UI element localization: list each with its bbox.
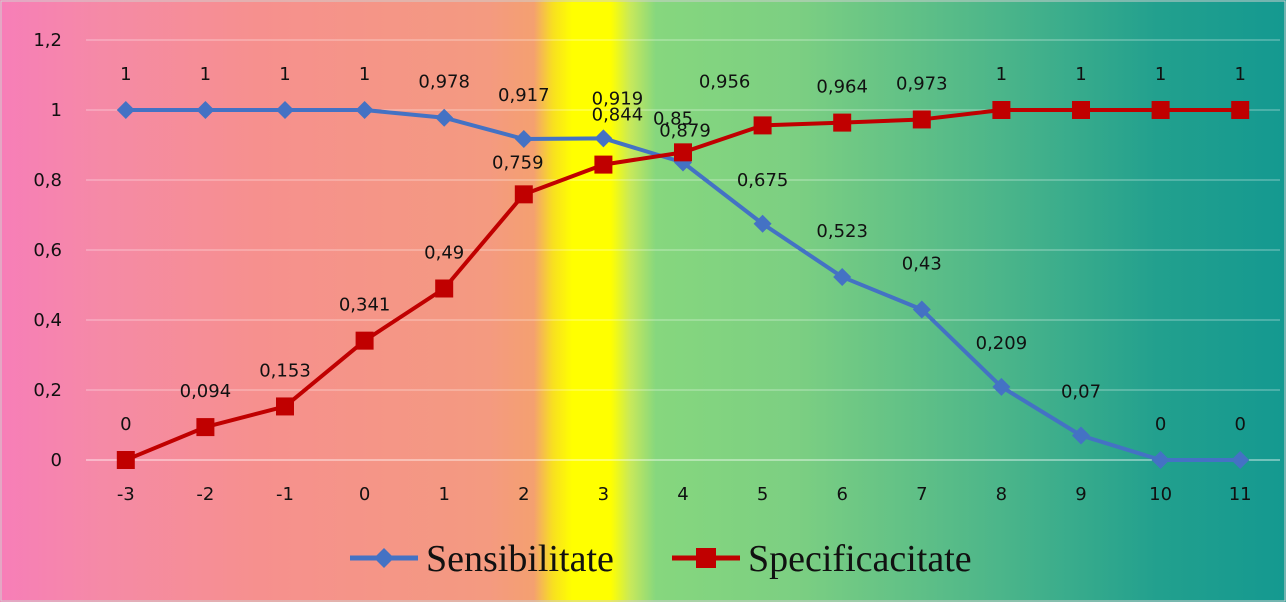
data-label-sensibilitate: 0,523 — [816, 221, 868, 242]
data-point-specificacitate — [992, 101, 1011, 119]
data-point-specificacitate — [912, 110, 931, 129]
data-point-specificacitate — [753, 116, 772, 135]
data-point-specificacitate — [514, 185, 533, 204]
y-tick-label: 0,8 — [33, 170, 62, 191]
data-point-sensibilitate — [833, 267, 852, 286]
data-point-sensibilitate — [753, 214, 772, 233]
x-tick-label: 8 — [996, 484, 1007, 505]
data-point-specificacitate — [1151, 101, 1170, 119]
data-point-specificacitate — [196, 418, 215, 437]
x-tick-label: 3 — [598, 484, 609, 505]
legend-marker — [696, 548, 716, 568]
data-label-sensibilitate: 0,917 — [498, 85, 550, 106]
data-label-specificacitate: 0,964 — [816, 77, 868, 98]
data-label-sensibilitate: 0,919 — [592, 88, 644, 109]
x-tick-label: 7 — [916, 484, 927, 505]
x-tick-label: -3 — [117, 484, 135, 505]
x-tick-label: -1 — [276, 484, 294, 505]
data-label-specificacitate: 0,094 — [180, 381, 232, 402]
data-point-sensibilitate — [276, 101, 294, 119]
data-label-specificacitate: 0,973 — [896, 73, 948, 94]
data-label-sensibilitate: 1 — [200, 64, 211, 85]
data-label-sensibilitate: 0,978 — [418, 72, 470, 93]
y-tick-label: 1,2 — [33, 30, 62, 51]
axes: 00,20,40,60,811,2-3 -2 -1 0 1 2 3 4 5 6 7 8 9 10 11 — [33, 30, 1280, 505]
data-label-specificacitate: 0,956 — [699, 71, 751, 92]
data-label-sensibilitate: 0 — [1155, 414, 1166, 435]
x-tick-label: 6 — [836, 484, 847, 505]
data-label-specificacitate: 1 — [1155, 64, 1166, 85]
data-label-specificacitate: 0,49 — [424, 243, 464, 264]
data-point-sensibilitate — [355, 101, 374, 119]
legend-marker — [374, 548, 394, 568]
data-label-sensibilitate: 0,43 — [902, 254, 942, 275]
y-tick-label: 1 — [51, 100, 62, 121]
data-label-specificacitate: 0 — [120, 414, 131, 435]
data-labels: 1 1 1 1 0,978 0,917 0,919 0,85 0,675 0,523 0,43 0,2… — [120, 64, 1246, 435]
y-tick-label: 0,2 — [33, 380, 62, 401]
data-point-specificacitate — [435, 279, 454, 298]
y-tick-label: 0,6 — [33, 240, 62, 261]
data-label-sensibilitate: 0 — [1234, 414, 1245, 435]
data-label-specificacitate: 0,341 — [339, 295, 391, 316]
data-label-sensibilitate: 1 — [120, 64, 131, 85]
data-point-specificacitate — [594, 155, 613, 174]
data-point-sensibilitate — [594, 129, 613, 148]
data-point-specificacitate — [276, 397, 294, 416]
data-point-specificacitate — [833, 113, 852, 132]
data-point-sensibilitate — [514, 130, 533, 149]
data-point-sensibilitate — [1151, 451, 1170, 469]
legend-label: Specificacitate — [748, 538, 972, 580]
y-tick-label: 0 — [51, 450, 62, 471]
data-point-sensibilitate — [1072, 426, 1090, 445]
data-point-specificacitate — [1231, 101, 1250, 119]
data-point-specificacitate — [674, 143, 692, 162]
data-label-sensibilitate: 0,675 — [737, 170, 789, 191]
data-label-sensibilitate: 0,85 — [653, 109, 693, 130]
data-point-sensibilitate — [435, 108, 454, 127]
x-tick-label: 11 — [1229, 484, 1252, 505]
data-label-sensibilitate: 1 — [279, 64, 290, 85]
data-point-sensibilitate — [992, 377, 1011, 396]
x-tick-label: 1 — [438, 484, 449, 505]
x-tick-label: -2 — [196, 484, 214, 505]
data-point-sensibilitate — [116, 101, 135, 119]
data-label-specificacitate: 0,879 — [659, 120, 711, 141]
x-tick-label: 10 — [1149, 484, 1172, 505]
legend-label: Sensibilitate — [426, 538, 614, 580]
x-tick-label: 2 — [518, 484, 529, 505]
legend: Sensibilitate Specificacitate — [350, 538, 972, 580]
data-label-specificacitate: 0,759 — [492, 152, 544, 173]
data-label-specificacitate: 0,844 — [592, 105, 644, 126]
x-tick-label: 0 — [359, 484, 370, 505]
data-point-sensibilitate — [1231, 451, 1250, 469]
data-label-specificacitate: 1 — [1234, 64, 1245, 85]
y-tick-label: 0,4 — [33, 310, 62, 331]
series-lines — [116, 101, 1250, 469]
data-point-sensibilitate — [912, 300, 931, 319]
data-point-specificacitate — [1072, 101, 1090, 119]
data-label-specificacitate: 1 — [1075, 64, 1086, 85]
data-label-sensibilitate: 0,209 — [976, 333, 1028, 354]
data-point-sensibilitate — [196, 101, 215, 119]
data-point-specificacitate — [355, 331, 374, 350]
x-tick-label: 4 — [677, 484, 688, 505]
data-point-specificacitate — [116, 451, 135, 469]
data-label-specificacitate: 0,153 — [259, 360, 311, 381]
data-label-sensibilitate: 0,07 — [1061, 382, 1101, 403]
x-tick-label: 9 — [1075, 484, 1086, 505]
x-tick-label: 5 — [757, 484, 768, 505]
data-label-sensibilitate: 1 — [359, 64, 370, 85]
data-label-specificacitate: 1 — [996, 64, 1007, 85]
